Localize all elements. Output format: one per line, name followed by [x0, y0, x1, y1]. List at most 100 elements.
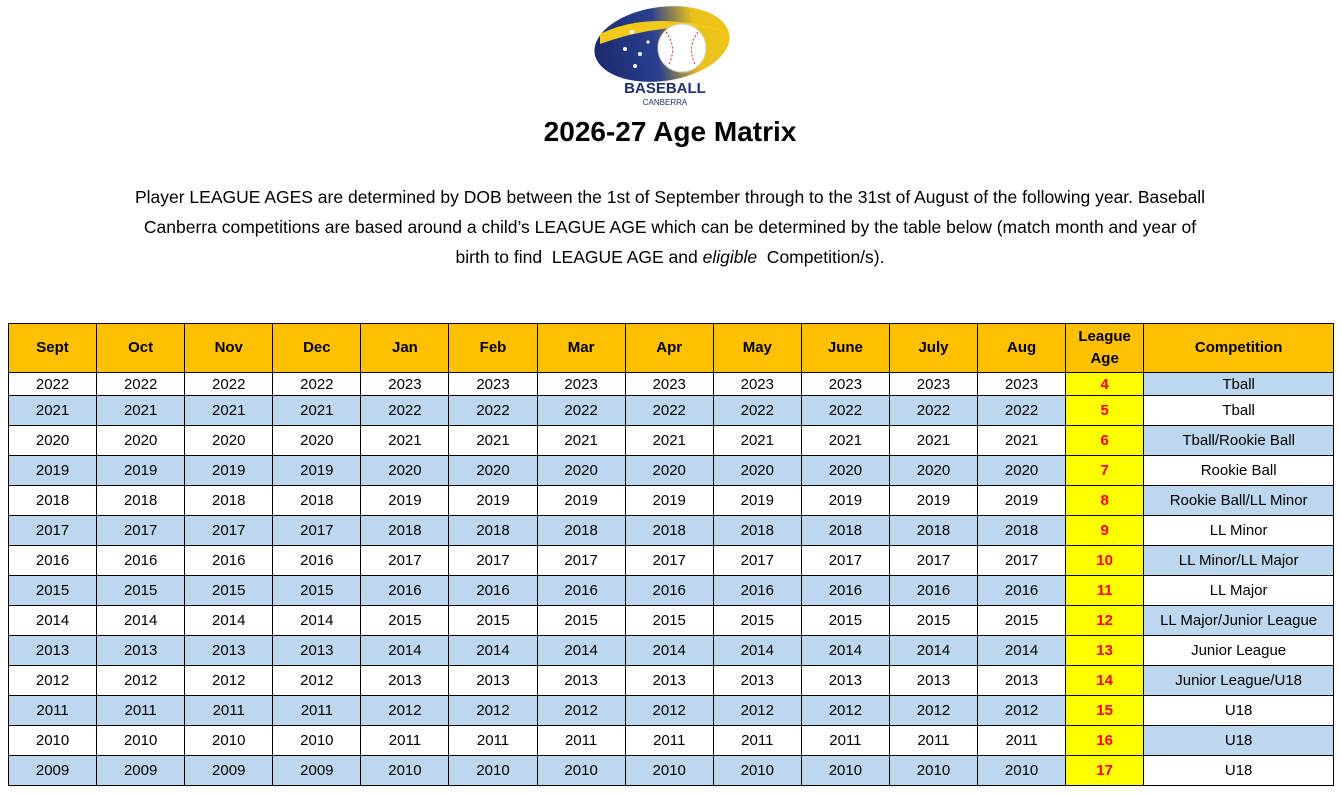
competition: LL Minor/LL Major [1143, 545, 1335, 576]
birth-year: 2018 [624, 515, 714, 546]
birth-year: 2022 [184, 372, 274, 396]
birth-year: 2022 [977, 395, 1067, 426]
birth-year: 2011 [888, 725, 979, 756]
birth-year: 2013 [96, 635, 186, 666]
birth-year: 2014 [96, 605, 186, 636]
birth-year: 2016 [272, 545, 362, 576]
league-age: 14 [1065, 665, 1145, 696]
competition: U18 [1143, 755, 1335, 786]
competition: LL Major/Junior League [1143, 605, 1335, 636]
birth-year: 2018 [888, 515, 979, 546]
league-age: 8 [1065, 485, 1145, 516]
competition: Junior League [1143, 635, 1335, 666]
birth-year: 2023 [712, 372, 802, 396]
logo: BASEBALL CANBERRA [594, 6, 730, 107]
birth-year: 2009 [184, 755, 274, 786]
birth-year: 2013 [888, 665, 979, 696]
birth-year: 2015 [888, 605, 979, 636]
table-row: 2021 2021 2021 2021 2022 2022 2022 2022 2022 2022… [7, 395, 1335, 426]
competition: U18 [1143, 695, 1335, 726]
header-cell: Jan [360, 323, 450, 373]
birth-year: 2010 [184, 725, 274, 756]
birth-year: 2019 [360, 485, 450, 516]
competition: Junior League/U18 [1143, 665, 1335, 696]
birth-year: 2018 [800, 515, 890, 546]
birth-year: 2017 [7, 515, 98, 546]
table-row: 2018 2018 2018 2018 2019 2019 2019 2019 2019 2019… [7, 485, 1335, 516]
birth-year: 2019 [96, 455, 186, 486]
birth-year: 2023 [800, 372, 890, 396]
birth-year: 2014 [624, 635, 714, 666]
birth-year: 2011 [536, 725, 626, 756]
birth-year: 2014 [536, 635, 626, 666]
birth-year: 2015 [184, 575, 274, 606]
birth-year: 2020 [624, 455, 714, 486]
birth-year: 2016 [888, 575, 979, 606]
birth-year: 2021 [272, 395, 362, 426]
birth-year: 2015 [712, 605, 802, 636]
birth-year: 2014 [712, 635, 802, 666]
birth-year: 2012 [977, 695, 1067, 726]
birth-year: 2021 [712, 425, 802, 456]
birth-year: 2022 [712, 395, 802, 426]
birth-year: 2014 [977, 635, 1067, 666]
birth-year: 2016 [624, 575, 714, 606]
competition: Tball [1143, 395, 1335, 426]
league-age: 4 [1065, 372, 1145, 396]
birth-year: 2023 [888, 372, 979, 396]
birth-year: 2017 [272, 515, 362, 546]
birth-year: 2009 [96, 755, 186, 786]
birth-year: 2019 [7, 455, 98, 486]
birth-year: 2011 [7, 695, 98, 726]
birth-year: 2020 [272, 425, 362, 456]
birth-year: 2015 [536, 605, 626, 636]
birth-year: 2016 [7, 545, 98, 576]
birth-year: 2011 [360, 725, 450, 756]
birth-year: 2010 [888, 755, 979, 786]
birth-year: 2022 [7, 372, 98, 396]
birth-year: 2014 [360, 635, 450, 666]
birth-year: 2011 [977, 725, 1067, 756]
birth-year: 2013 [448, 665, 538, 696]
birth-year: 2011 [96, 695, 186, 726]
birth-year: 2019 [536, 485, 626, 516]
birth-year: 2019 [712, 485, 802, 516]
birth-year: 2023 [536, 372, 626, 396]
header-cell: League Age [1065, 323, 1145, 373]
birth-year: 2021 [184, 395, 274, 426]
birth-year: 2022 [888, 395, 979, 426]
birth-year: 2016 [360, 575, 450, 606]
birth-year: 2015 [96, 575, 186, 606]
birth-year: 2010 [360, 755, 450, 786]
birth-year: 2021 [448, 425, 538, 456]
league-age: 11 [1065, 575, 1145, 606]
birth-year: 2013 [712, 665, 802, 696]
birth-year: 2021 [800, 425, 890, 456]
birth-year: 2011 [800, 725, 890, 756]
table-row: 2013 2013 2013 2013 2014 2014 2014 2014 2014 2014… [7, 635, 1335, 666]
intro: Player LEAGUE AGES are determined by DOB… [0, 182, 1340, 272]
table-row: 2020 2020 2020 2020 2021 2021 2021 2021 2021 2021… [7, 425, 1335, 456]
table-row: 2010 2010 2010 2010 2011 2011 2011 2011 2011 2011… [7, 725, 1335, 756]
birth-year: 2012 [536, 695, 626, 726]
birth-year: 2018 [536, 515, 626, 546]
league-age: 7 [1065, 455, 1145, 486]
competition: Tball [1143, 372, 1335, 396]
birth-year: 2022 [272, 372, 362, 396]
header-cell: Apr [624, 323, 714, 373]
birth-year: 2019 [977, 485, 1067, 516]
birth-year: 2022 [536, 395, 626, 426]
birth-year: 2017 [888, 545, 979, 576]
birth-year: 2013 [977, 665, 1067, 696]
table-row: 2011 2011 2011 2011 2012 2012 2012 2012 2012 2012… [7, 695, 1335, 726]
table-row: 2009 2009 2009 2009 2010 2010 2010 2010 2010 2010… [7, 755, 1335, 786]
competition: LL Minor [1143, 515, 1335, 546]
header-cell: Nov [184, 323, 274, 373]
birth-year: 2023 [624, 372, 714, 396]
birth-year: 2020 [977, 455, 1067, 486]
birth-year: 2012 [888, 695, 979, 726]
birth-year: 2023 [977, 372, 1067, 396]
league-age: 9 [1065, 515, 1145, 546]
birth-year: 2012 [624, 695, 714, 726]
table-row: 2019 2019 2019 2019 2020 2020 2020 2020 2020 2020… [7, 455, 1335, 486]
